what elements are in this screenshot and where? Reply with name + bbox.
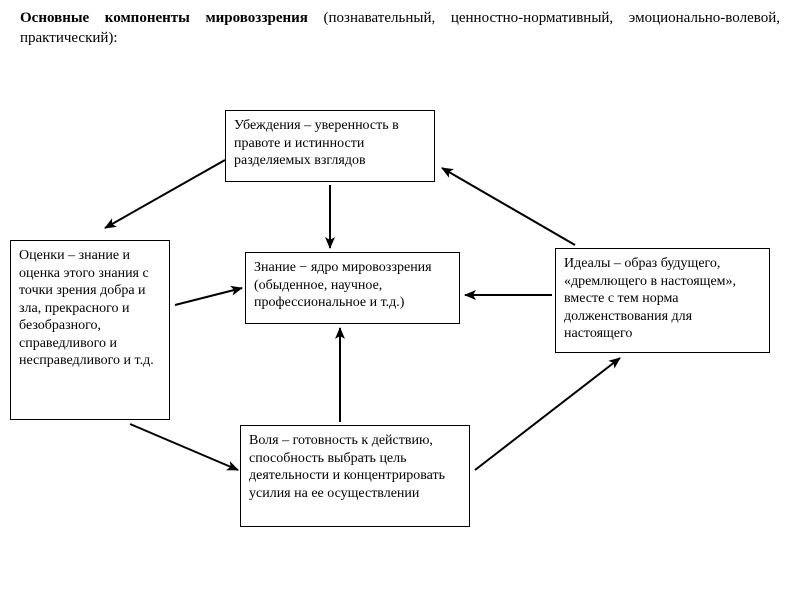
diagram-container: Убеждения – уверенность в правоте и исти…: [0, 70, 800, 600]
node-knowledge-text: Знание − ядро мировоззрения (обыденное, …: [254, 260, 432, 310]
node-ideals-text: Идеалы – образ будущего, «дремлющего в н…: [564, 256, 736, 341]
node-beliefs: Убеждения – уверенность в правоте и исти…: [225, 110, 435, 182]
node-beliefs-text: Убеждения – уверенность в правоте и исти…: [234, 118, 399, 168]
node-knowledge: Знание − ядро мировоззрения (обыденное, …: [245, 252, 460, 324]
node-will: Воля – готовность к действию, способност…: [240, 425, 470, 527]
node-ideals: Идеалы – образ будущего, «дремлющего в н…: [555, 248, 770, 353]
node-evaluations: Оценки – знание и оценка этого знания с …: [10, 240, 170, 420]
node-will-text: Воля – готовность к действию, способност…: [249, 433, 445, 501]
node-evaluations-text: Оценки – знание и оценка этого знания с …: [19, 248, 154, 368]
title: Основные компоненты мировоззрения (позна…: [0, 0, 800, 57]
title-bold: Основные компоненты мировоззрения: [20, 10, 308, 26]
